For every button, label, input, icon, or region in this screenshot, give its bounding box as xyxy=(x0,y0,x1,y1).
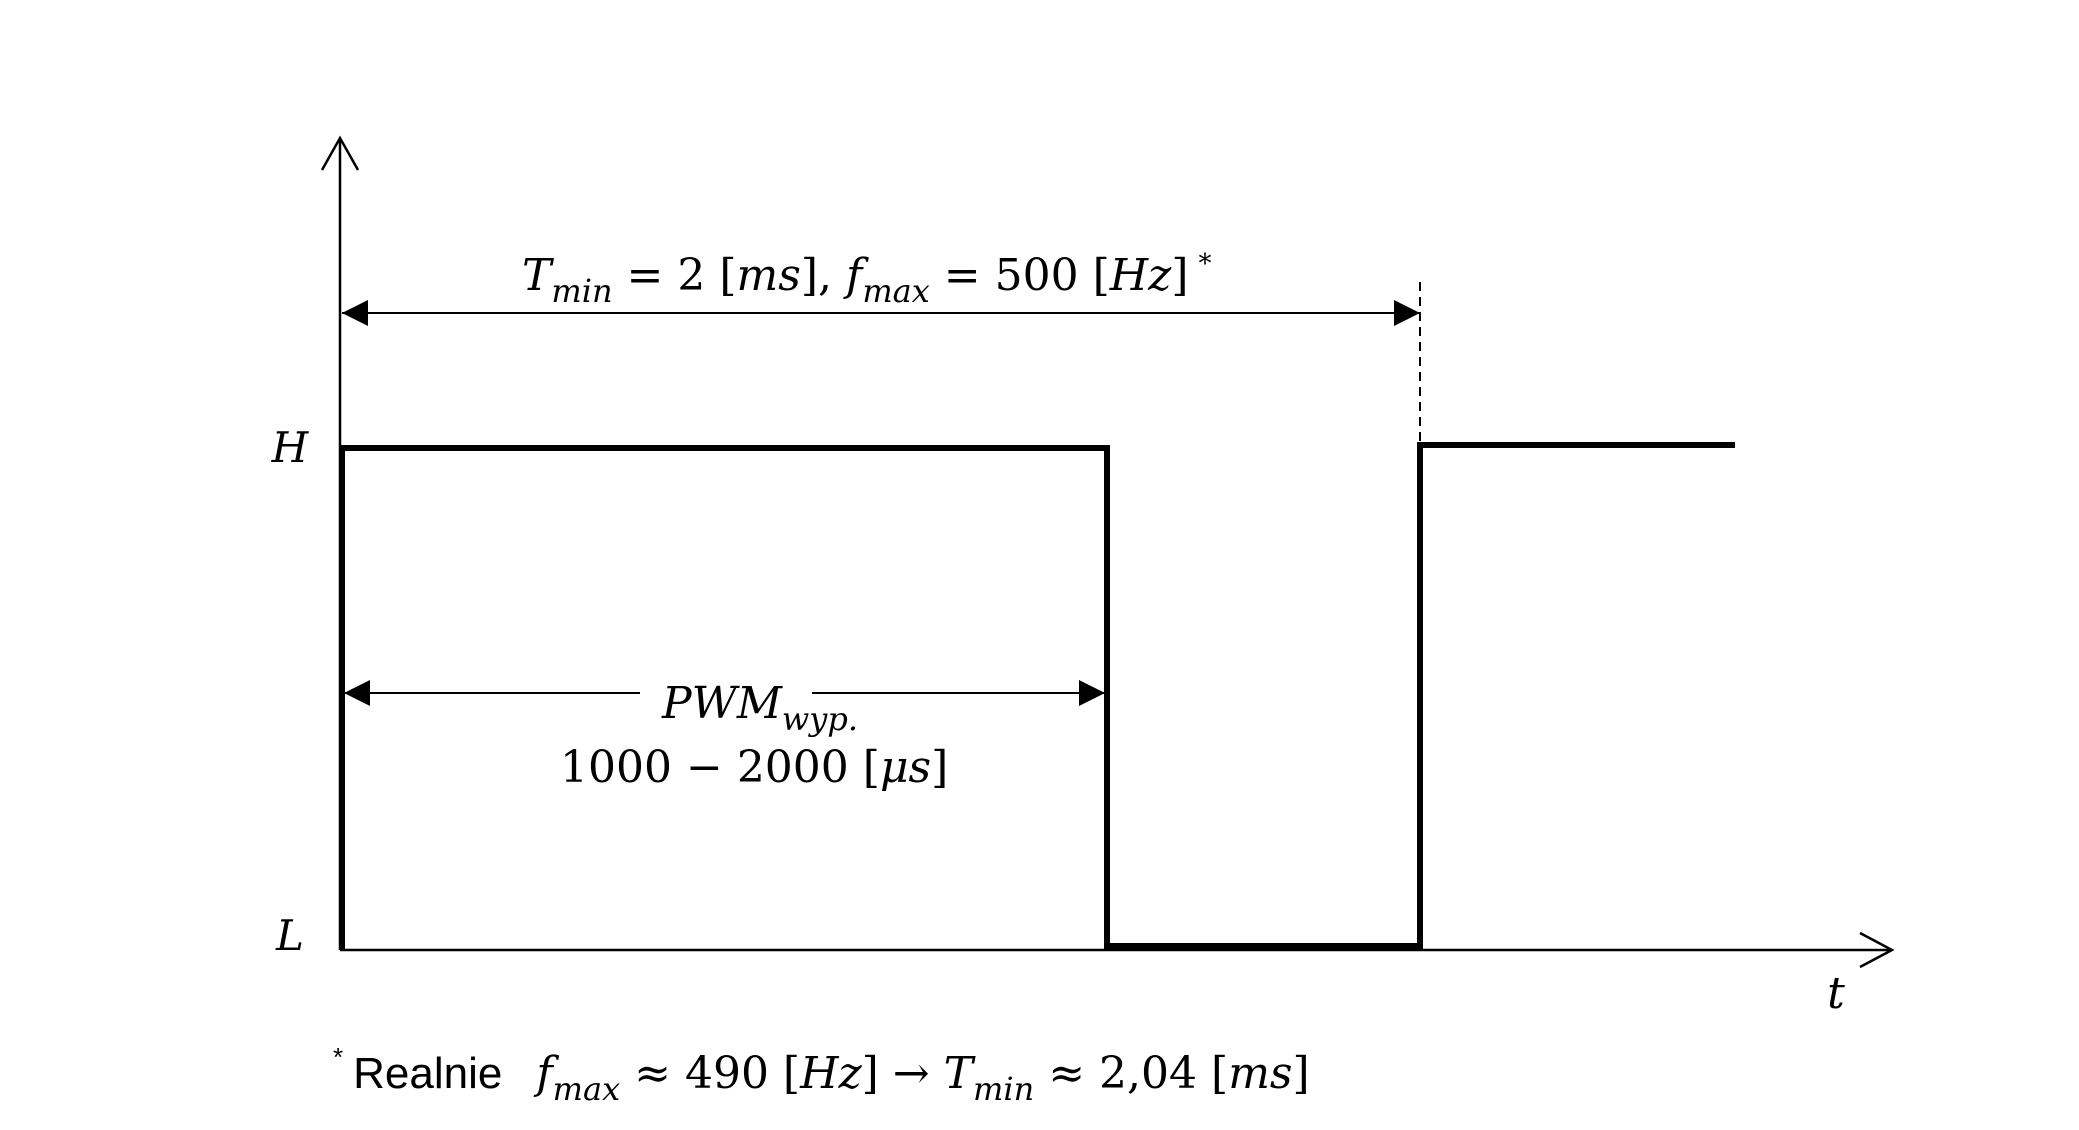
y-high-label: H xyxy=(271,423,310,472)
pwm-width-dimension-arrow xyxy=(344,680,1105,706)
y-low-label: L xyxy=(275,911,304,960)
period-annotation-text: Tmin = 2 [ms], fmax = 500 [Hz] * xyxy=(522,249,1212,310)
x-axis xyxy=(340,931,1895,969)
x-axis-label: t xyxy=(1827,968,1845,1019)
period-dimension-arrow xyxy=(342,300,1420,326)
pwm-annotation-name: PWMwyp. xyxy=(661,678,858,738)
footnote: * Realnie fmax ≈ 490 [Hz] → Tmin ≈ 2,04 [m… xyxy=(333,1042,1310,1108)
pwm-signal-waveform xyxy=(339,442,1735,950)
pwm-annotation-range: 1000 − 2000 [μs] xyxy=(560,742,948,793)
x-axis-arrowhead xyxy=(1859,931,1895,969)
y-axis-arrowhead xyxy=(320,135,360,171)
